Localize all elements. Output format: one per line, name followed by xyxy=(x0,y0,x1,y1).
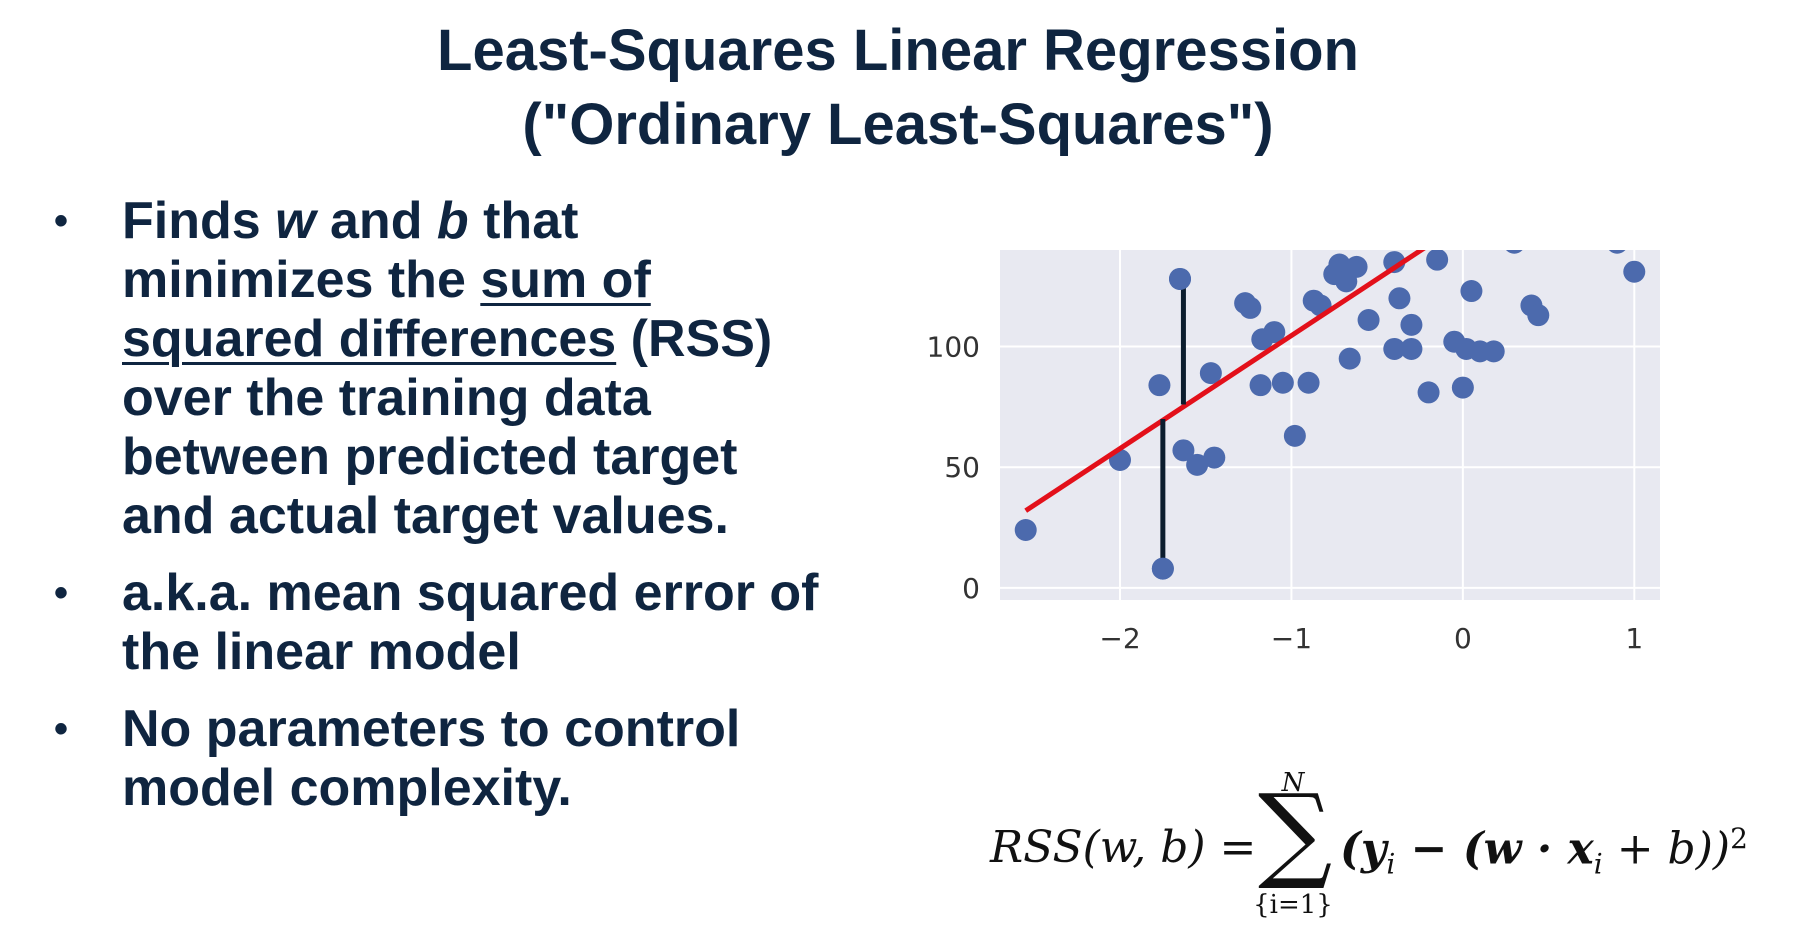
scatter-point xyxy=(1400,313,1423,336)
scatter-point xyxy=(1460,280,1483,303)
bullet-marker: • xyxy=(54,571,69,615)
bullet-item-2: • a.k.a. mean squared error of the linea… xyxy=(54,564,819,681)
x-tick-label: −2 xyxy=(1099,622,1140,655)
scatter-point xyxy=(1239,296,1262,319)
scatter-point xyxy=(1388,287,1411,310)
scatter-chart: −2 −1 0 1 0 50 100 xyxy=(927,250,1660,655)
y-tick-label: 100 xyxy=(927,331,980,364)
scatter-point xyxy=(1203,446,1226,469)
scatter-point xyxy=(1271,371,1294,394)
x-tick-label: 0 xyxy=(1454,622,1472,655)
slide-title: Least-Squares Linear Regression ("Ordina… xyxy=(0,14,1796,162)
bullet-marker: • xyxy=(54,707,69,751)
scatter-point xyxy=(1169,267,1191,290)
formula-rhs: (yi − (w · xi + b))2 xyxy=(1340,822,1748,881)
rss-formula: RSS(w, b) = N ∑ {i=1} (yi − (w · xi + b)… xyxy=(990,760,1790,930)
bullet-item-3: • No parameters to control model complex… xyxy=(54,700,741,817)
scatter-point xyxy=(1527,304,1550,327)
scatter-point xyxy=(1328,253,1351,276)
scatter-point xyxy=(1263,321,1286,344)
scatter-point xyxy=(1383,251,1406,274)
bullet-list: • Finds w and b that minimizes the sum o… xyxy=(40,192,840,836)
scatter-point xyxy=(1283,424,1306,447)
sum-lower-bound: {i=1} xyxy=(1253,890,1333,920)
scatter-point xyxy=(1151,557,1174,580)
variable-w: w xyxy=(275,192,316,250)
scatter-point xyxy=(1417,381,1440,404)
plot-marks xyxy=(1014,250,1646,580)
scatter-point xyxy=(1451,376,1474,399)
scatter-point xyxy=(1297,371,1320,394)
sigma-icon: ∑ xyxy=(1258,771,1333,893)
x-tick-label: −1 xyxy=(1271,622,1312,655)
y-tick-label: 50 xyxy=(944,451,980,484)
scatter-point xyxy=(1482,340,1505,363)
underlined-term: sum of squared differences xyxy=(122,251,651,368)
scatter-point xyxy=(1338,347,1361,370)
sum-upper-bound: N xyxy=(1281,768,1305,798)
bullet-marker: • xyxy=(54,199,69,243)
bullet-item-1: • Finds w and b that minimizes the sum o… xyxy=(54,192,773,545)
y-tick-label: 0 xyxy=(962,572,980,605)
scatter-point xyxy=(1608,250,1626,254)
formula-lhs: RSS(w, b) = xyxy=(990,822,1257,873)
scatter-point xyxy=(1623,260,1646,283)
title-line-1: Least-Squares Linear Regression xyxy=(437,18,1359,83)
regression-line xyxy=(1024,250,1426,513)
variable-b: b xyxy=(436,192,469,250)
x-tick-label: 1 xyxy=(1625,622,1643,655)
scatter-point xyxy=(1506,250,1523,254)
title-line-2: ("Ordinary Least-Squares") xyxy=(522,92,1274,157)
scatter-point xyxy=(1383,337,1406,360)
scatter-point xyxy=(1400,337,1423,360)
scatter-point xyxy=(1186,453,1209,476)
scatter-point xyxy=(1345,255,1368,278)
scatter-point xyxy=(1014,519,1037,541)
scatter-point xyxy=(1199,362,1222,385)
scatter-point xyxy=(1172,439,1195,462)
scatter-point xyxy=(1148,374,1171,397)
scatter-point xyxy=(1249,374,1272,397)
scatter-point xyxy=(1357,309,1380,331)
scatter-point xyxy=(1426,250,1449,271)
